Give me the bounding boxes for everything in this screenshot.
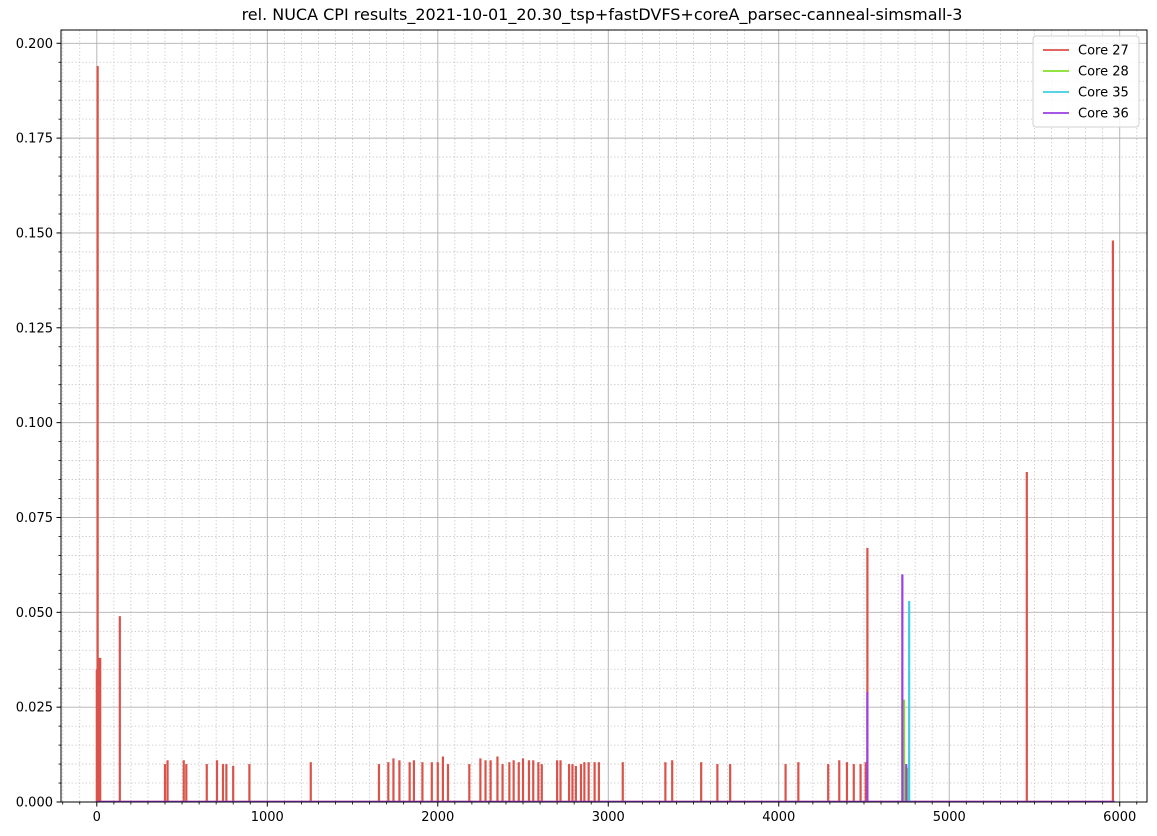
x-axis-ticks: 0 1000 2000 3000 4000 5000 6000 [62,802,1138,825]
y-tick-label: 0.000 [16,796,53,811]
y-tick-label: 0.150 [16,226,53,241]
series-core-28 [902,699,909,802]
y-tick-label: 0.025 [16,701,53,716]
x-tick-label: 3000 [592,810,625,825]
y-tick-label: 0.175 [16,132,53,147]
legend-label: Core 35 [1078,86,1129,101]
legend-label: Core 28 [1078,65,1129,80]
legend-label: Core 36 [1078,107,1129,122]
x-tick-label: 5000 [933,810,966,825]
legend-item: Core 28 [1043,65,1129,80]
legend-item: Core 27 [1043,44,1129,59]
legend: Core 27 Core 28 Core 35 Core 36 [1032,35,1140,128]
legend-box [1032,35,1140,128]
y-tick-label: 0.050 [16,606,53,621]
axes [60,29,1148,803]
y-tick-label: 0.100 [16,416,53,431]
legend-item: Core 36 [1043,107,1129,122]
chart-title: rel. NUCA CPI results_2021-10-01_20.30_t… [242,5,963,25]
x-tick-label: 6000 [1103,810,1136,825]
y-axis-ticks: 0.000 0.025 0.050 0.075 0.100 0.125 0.150 0.175… [16,37,61,811]
x-tick-label: 4000 [762,810,795,825]
legend-label: Core 27 [1078,44,1129,59]
x-tick-label: 1000 [251,810,284,825]
plot-frame [60,29,1148,803]
x-tick-label: 2000 [421,810,454,825]
y-tick-label: 0.200 [16,37,53,52]
minor-grid [61,30,1147,802]
x-tick-label: 0 [93,810,101,825]
y-tick-label: 0.125 [16,321,53,336]
y-tick-label: 0.075 [16,511,53,526]
legend-item: Core 35 [1043,86,1129,101]
